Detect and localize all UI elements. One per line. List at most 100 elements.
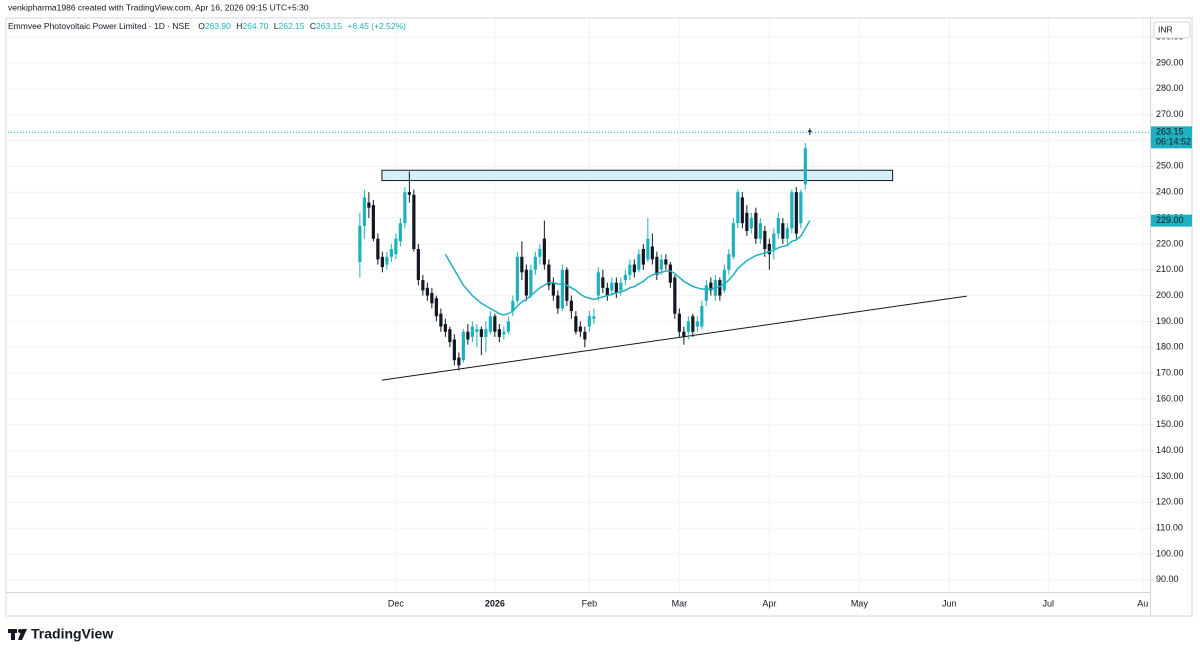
plot bbox=[8, 128, 1150, 381]
candle-body bbox=[479, 329, 483, 337]
candle-body bbox=[614, 282, 618, 293]
logo-shape bbox=[11, 629, 15, 640]
legend-value: 263.90 bbox=[205, 21, 231, 31]
candle-body bbox=[578, 326, 582, 332]
candle-body bbox=[772, 233, 776, 250]
candle-body bbox=[529, 269, 533, 296]
candle-body bbox=[403, 192, 407, 224]
x-tick-label: Au bbox=[1137, 598, 1148, 608]
candle-body bbox=[376, 238, 380, 260]
candle-body bbox=[650, 246, 654, 260]
x-tick-label: 2026 bbox=[485, 598, 505, 608]
x-tick-label: Apr bbox=[762, 598, 776, 608]
candle-body bbox=[628, 264, 632, 275]
candle-body bbox=[785, 228, 789, 239]
candle-body bbox=[493, 316, 497, 332]
moving-average bbox=[444, 220, 811, 316]
y-tick-label: 270.00 bbox=[1156, 109, 1184, 119]
currency-box[interactable] bbox=[1153, 21, 1191, 39]
candle-body bbox=[394, 238, 398, 255]
x-tick-label: May bbox=[851, 598, 869, 608]
candle-body bbox=[439, 313, 443, 327]
candle-body bbox=[596, 272, 600, 296]
attribution: venkipharma1986 created with TradingView… bbox=[8, 2, 309, 12]
candle-body bbox=[583, 331, 587, 340]
y-tick-label: 290.00 bbox=[1156, 57, 1184, 67]
y-tick-label: 110.00 bbox=[1156, 523, 1183, 533]
candle-body bbox=[682, 331, 686, 337]
legend-change: +6.45 (+2.52%) bbox=[347, 21, 406, 31]
candle-body bbox=[619, 282, 623, 291]
candle-body bbox=[443, 323, 447, 332]
candle-body bbox=[745, 212, 749, 231]
candle-body bbox=[551, 282, 555, 296]
candle-body bbox=[466, 331, 470, 340]
candle-body bbox=[488, 316, 492, 332]
candle-body bbox=[556, 295, 560, 309]
candle-body bbox=[749, 218, 753, 229]
candle-body bbox=[434, 298, 438, 317]
candle-body bbox=[502, 331, 506, 335]
candle-body bbox=[731, 223, 735, 257]
x-tick-label: Jul bbox=[1043, 598, 1055, 608]
y-tick-label: 140.00 bbox=[1156, 445, 1184, 455]
candle-body bbox=[758, 223, 762, 239]
x-tick-label: Dec bbox=[388, 598, 405, 608]
last-price-box bbox=[1151, 126, 1192, 149]
trendline bbox=[381, 295, 967, 381]
candle-body bbox=[533, 256, 537, 270]
candle-body bbox=[547, 264, 551, 286]
y-tick-label: 210.00 bbox=[1156, 264, 1184, 274]
candle-body bbox=[704, 285, 708, 301]
candle-body bbox=[398, 223, 402, 242]
candle-body bbox=[601, 277, 605, 288]
candle-body bbox=[641, 249, 645, 265]
candle-body bbox=[358, 225, 362, 262]
candle-body bbox=[610, 282, 614, 291]
candle-body bbox=[709, 282, 713, 291]
brand-logo bbox=[8, 629, 27, 640]
candle-body bbox=[475, 329, 479, 332]
y-tick-label: 190.00 bbox=[1156, 316, 1184, 326]
candle-body bbox=[421, 280, 425, 291]
legend-value: 263.15 bbox=[316, 21, 342, 31]
candle-body bbox=[794, 192, 798, 234]
candle-body bbox=[385, 256, 389, 265]
candle-body bbox=[412, 194, 416, 250]
candle-body bbox=[362, 197, 366, 226]
y-tick-label: 240.00 bbox=[1156, 187, 1184, 197]
y-tick-label: 90.00 bbox=[1156, 574, 1179, 584]
candle-body bbox=[407, 192, 411, 195]
y-tick-label: 200.00 bbox=[1156, 290, 1184, 300]
brand: TradingView bbox=[31, 626, 113, 642]
legend-label: C bbox=[310, 21, 316, 31]
candle-body bbox=[497, 329, 501, 337]
y-tick-label: 120.00 bbox=[1156, 497, 1184, 507]
y-tick-label: 160.00 bbox=[1156, 393, 1184, 403]
legend-value: 264.70 bbox=[242, 21, 268, 31]
candle-body bbox=[524, 269, 528, 296]
candle-body bbox=[808, 130, 812, 133]
x-tick-label: Mar bbox=[672, 598, 688, 608]
legend-label: H bbox=[236, 21, 242, 31]
candle-body bbox=[677, 313, 681, 332]
candle-body bbox=[646, 238, 650, 260]
chart-frame bbox=[5, 17, 1193, 617]
legend: Emmvee Photovoltaic Power Limited · 1D ·… bbox=[8, 21, 406, 31]
candle-body bbox=[659, 259, 663, 270]
candle-body bbox=[569, 300, 573, 312]
candle-body bbox=[430, 292, 434, 304]
candle-body bbox=[389, 249, 393, 257]
candle-body bbox=[452, 339, 456, 361]
x-tick-label: Jun bbox=[942, 598, 957, 608]
candle-body bbox=[664, 259, 668, 265]
legend-value: 262.15 bbox=[279, 21, 305, 31]
candle-body bbox=[484, 329, 488, 337]
candle-body bbox=[637, 254, 641, 270]
y-tick-label: 250.00 bbox=[1156, 161, 1184, 171]
candle-body bbox=[790, 192, 794, 229]
candle-body bbox=[623, 274, 627, 281]
currency[interactable]: INR bbox=[1158, 24, 1173, 34]
candle-body bbox=[718, 280, 722, 296]
candle-body bbox=[461, 331, 465, 361]
